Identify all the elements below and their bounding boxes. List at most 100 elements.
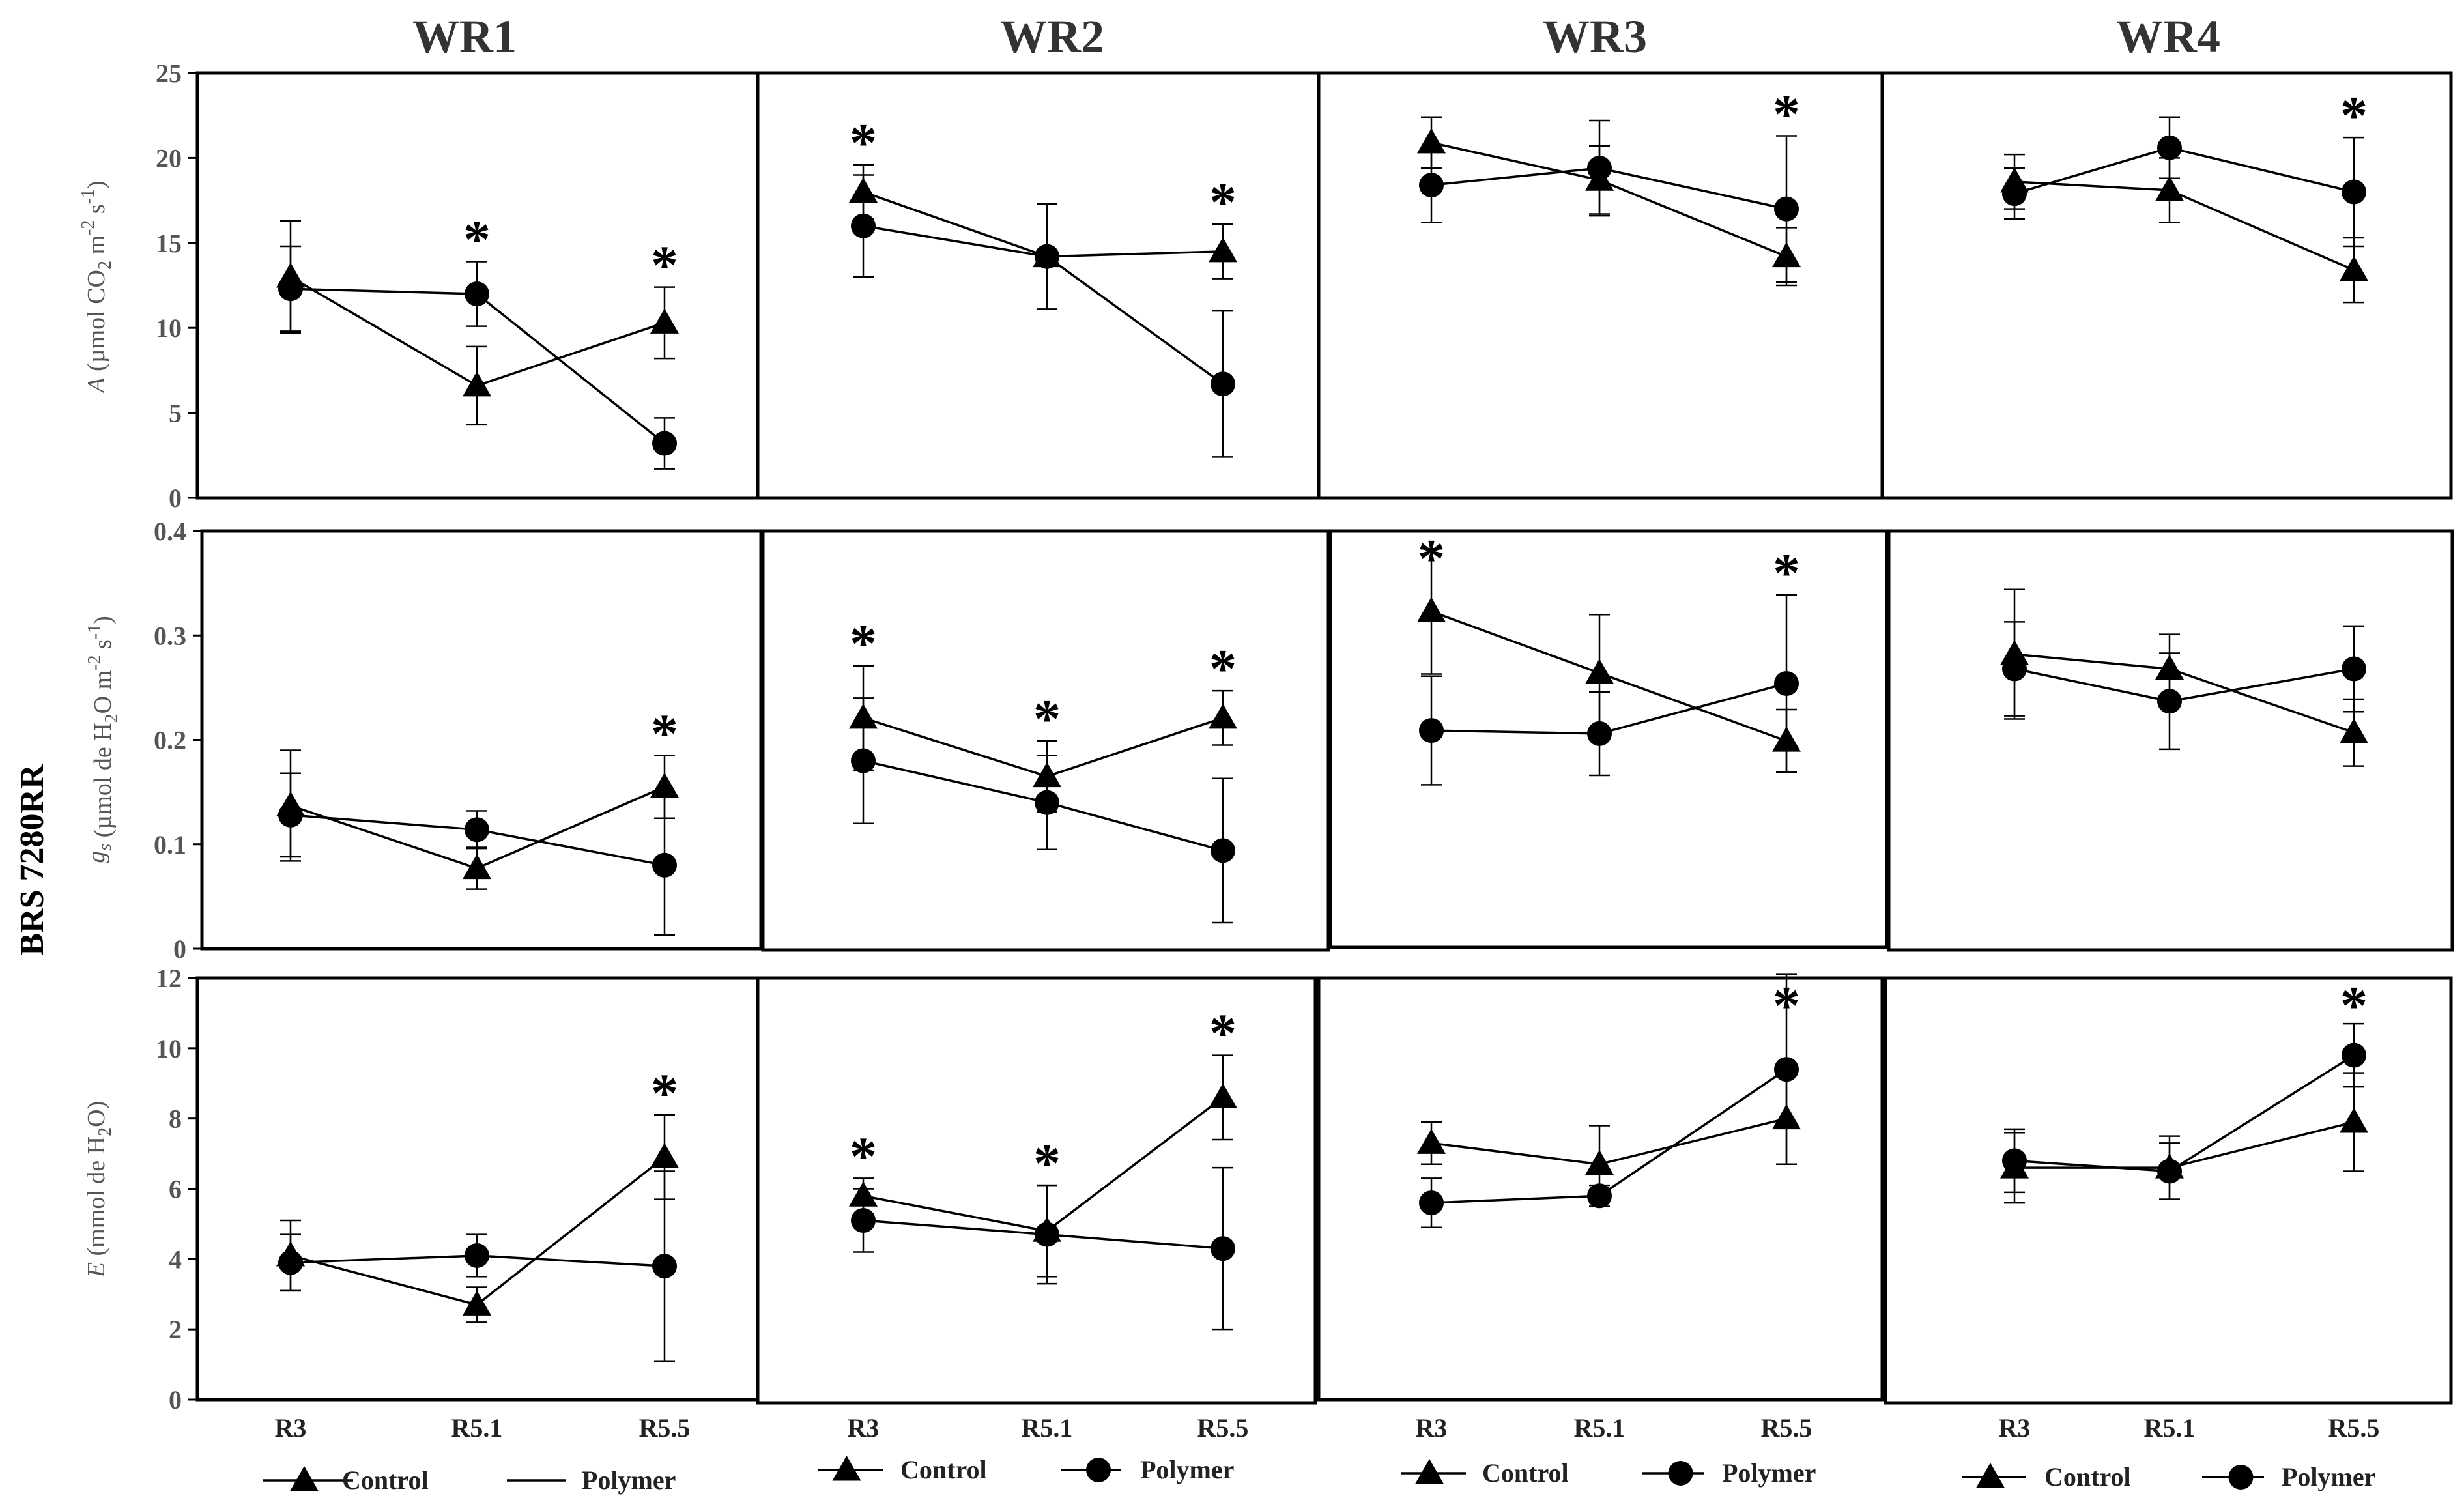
y-axis-label-part: s bbox=[89, 639, 117, 655]
legend-label-control: Control bbox=[1482, 1458, 1569, 1488]
panel-a-wr3: * bbox=[1417, 83, 1801, 287]
data-point-control bbox=[1585, 658, 1614, 684]
x-tick-label: R5.1 bbox=[1022, 1413, 1073, 1443]
y-tick-label: 10 bbox=[156, 1034, 182, 1063]
y-axis-label-part: ) bbox=[89, 616, 117, 624]
significance-star: * bbox=[2340, 85, 2368, 146]
x-tick-label: R3 bbox=[1416, 1413, 1448, 1443]
series-line-control bbox=[290, 1156, 666, 1306]
y-tick-label: 0.4 bbox=[154, 517, 186, 546]
data-point-polymer bbox=[2342, 179, 2366, 205]
panel-frame-e-wr3 bbox=[1317, 976, 1884, 1402]
y-tick-label: 0.3 bbox=[154, 621, 186, 650]
x-tick-label: R5.5 bbox=[639, 1413, 691, 1443]
y-axis-label-part: -1 bbox=[78, 189, 98, 204]
data-point-polymer bbox=[2342, 1043, 2366, 1068]
significance-star: * bbox=[651, 704, 678, 764]
x-tick-label: R3 bbox=[848, 1413, 880, 1443]
data-point-polymer bbox=[1035, 244, 1059, 269]
data-point-polymer bbox=[2002, 656, 2027, 682]
panel-e-wr3: * bbox=[1417, 973, 1801, 1229]
x-tick-label: R5.1 bbox=[451, 1413, 503, 1443]
x-tick-label: R5.1 bbox=[1574, 1413, 1626, 1443]
data-point-control bbox=[1585, 1149, 1614, 1175]
y-tick-label: 0 bbox=[173, 934, 186, 964]
y-tick-label: 10 bbox=[156, 313, 182, 343]
legend-wr3: Control Polymer bbox=[1401, 1458, 1816, 1488]
legend-marker-control bbox=[1976, 1463, 2005, 1488]
series-line-control bbox=[2014, 180, 2355, 272]
panel-frame-gs-wr2 bbox=[761, 529, 1330, 952]
y-axis-label-part: O) bbox=[83, 1101, 110, 1127]
y-tick-label: 25 bbox=[156, 59, 182, 88]
panel-gs-wr1: * bbox=[276, 704, 679, 936]
y-tick-label: 0.2 bbox=[154, 726, 186, 755]
y-tick-label: 12 bbox=[156, 964, 182, 993]
significance-star: * bbox=[1033, 1133, 1061, 1194]
data-point-polymer bbox=[652, 1254, 677, 1279]
data-point-polymer bbox=[652, 852, 677, 878]
y-axis-label-part: -1 bbox=[85, 624, 105, 639]
data-point-control bbox=[2155, 175, 2184, 201]
y-axis-label-part: g bbox=[83, 851, 110, 863]
data-point-polymer bbox=[1774, 196, 1799, 222]
y-tick-label: 8 bbox=[169, 1104, 182, 1134]
data-point-polymer bbox=[1774, 1057, 1799, 1082]
significance-star: * bbox=[1209, 639, 1237, 699]
significance-star: * bbox=[1033, 689, 1061, 749]
significance-star: * bbox=[2340, 975, 2368, 1036]
cultivar-label: BRS 7280RR bbox=[14, 764, 51, 956]
series-line-polymer bbox=[1431, 1068, 1787, 1204]
data-point-polymer bbox=[2157, 689, 2182, 714]
legend-wr1: Control Polymer bbox=[263, 1465, 676, 1495]
legend-label-polymer: Polymer bbox=[2282, 1462, 2375, 1491]
data-point-control bbox=[650, 1142, 679, 1168]
significance-star: * bbox=[1209, 172, 1237, 233]
data-point-control bbox=[463, 1290, 491, 1316]
panel-frame-gs-wr4 bbox=[1887, 529, 2454, 952]
significance-star: * bbox=[1773, 543, 1800, 603]
panel-frame-a-wr4 bbox=[1880, 71, 2453, 500]
data-point-polymer bbox=[1211, 371, 1235, 397]
y-axis-label-part: A bbox=[83, 377, 110, 395]
y-axis-label-part: s bbox=[83, 204, 110, 220]
significance-star: * bbox=[463, 209, 491, 270]
data-point-polymer bbox=[2002, 181, 2027, 207]
panel-a-wr2: ** bbox=[849, 113, 1237, 458]
y-axis-label-part: -2 bbox=[78, 220, 98, 235]
panel-e-wr4: * bbox=[2000, 975, 2368, 1204]
y-axis-label-part: 2 bbox=[95, 1127, 115, 1136]
significance-star: * bbox=[651, 1063, 678, 1123]
data-point-polymer bbox=[465, 281, 489, 307]
y-tick-label: 2 bbox=[169, 1315, 182, 1344]
column-title-wr1: WR1 bbox=[412, 10, 517, 63]
legend-marker-polymer bbox=[2228, 1465, 2254, 1490]
y-tick-label: 5 bbox=[169, 399, 182, 428]
data-point-control bbox=[463, 854, 491, 880]
series-line-control bbox=[2014, 653, 2355, 734]
data-point-polymer bbox=[1211, 1236, 1235, 1261]
y-axis-label-part: m bbox=[83, 235, 110, 261]
legend-label-polymer: Polymer bbox=[1722, 1458, 1816, 1488]
y-axis-label-part: 2 bbox=[102, 713, 122, 723]
legend-wr2: Control Polymer bbox=[818, 1455, 1234, 1484]
y-axis-label-gs: gs (µmol de H2O m-2 s-1) bbox=[83, 616, 122, 863]
data-point-control bbox=[1417, 597, 1446, 622]
panel-e-wr2: * * * bbox=[849, 1003, 1237, 1331]
panel-frame-gs-wr3 bbox=[1328, 529, 1889, 949]
data-point-control bbox=[650, 308, 679, 334]
data-point-polymer bbox=[465, 1243, 489, 1268]
panel-frame-e-wr1 bbox=[195, 976, 760, 1402]
data-point-polymer bbox=[1774, 670, 1799, 696]
data-point-control bbox=[2340, 1108, 2368, 1133]
legend-wr4: Control Polymer bbox=[1962, 1462, 2375, 1491]
data-point-control bbox=[2340, 718, 2368, 743]
significance-star: * bbox=[850, 113, 877, 173]
legend-label-polymer: Polymer bbox=[582, 1465, 676, 1495]
panel-frame-a-wr2 bbox=[756, 71, 1321, 500]
column-title-wr2: WR2 bbox=[1000, 10, 1104, 63]
y-tick-label: 15 bbox=[156, 229, 182, 258]
data-point-polymer bbox=[465, 817, 489, 843]
data-point-polymer bbox=[2157, 135, 2182, 160]
data-point-polymer bbox=[1419, 173, 1444, 198]
